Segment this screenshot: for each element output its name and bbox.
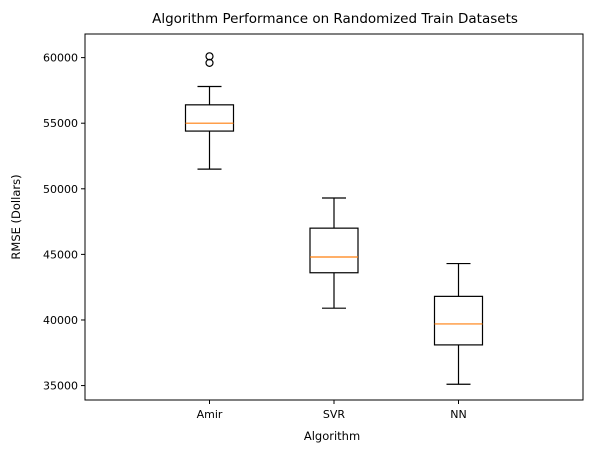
x-tick-label: SVR bbox=[323, 408, 346, 421]
chart-title: Algorithm Performance on Randomized Trai… bbox=[152, 11, 518, 27]
x-tick-label: Amir bbox=[197, 408, 223, 421]
y-tick-label: 60000 bbox=[43, 52, 78, 65]
iqr-box bbox=[309, 227, 359, 274]
box-group bbox=[309, 197, 359, 309]
box-group bbox=[433, 262, 484, 385]
iqr-box bbox=[184, 104, 235, 132]
x-tick-label: NN bbox=[450, 408, 466, 421]
y-axis-label: RMSE (Dollars) bbox=[9, 174, 23, 259]
y-axis: 35000 40000 45000 50000 55000 60000 bbox=[43, 52, 85, 393]
x-axis: Amir SVR NN bbox=[197, 400, 467, 421]
y-tick-label: 50000 bbox=[43, 183, 78, 196]
outlier-point bbox=[205, 52, 214, 61]
y-tick-label: 40000 bbox=[43, 314, 78, 327]
y-tick-label: 45000 bbox=[43, 248, 78, 261]
y-tick-label: 35000 bbox=[43, 380, 78, 393]
box-group bbox=[184, 52, 235, 170]
iqr-box bbox=[433, 295, 484, 346]
x-axis-label: Algorithm bbox=[304, 429, 360, 443]
boxes bbox=[184, 52, 484, 385]
outlier-point bbox=[205, 58, 214, 67]
y-tick-label: 55000 bbox=[43, 117, 78, 130]
